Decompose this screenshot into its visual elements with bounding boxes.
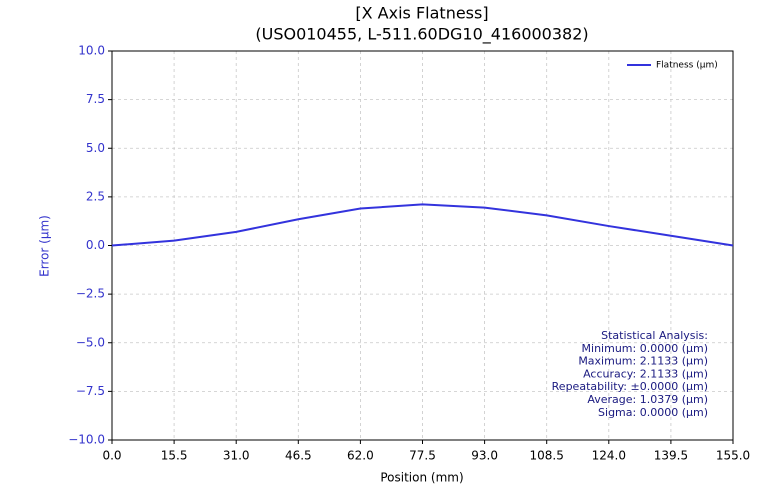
stats-line: Maximum: 2.1133 (µm) bbox=[578, 355, 708, 368]
x-tick-label: 46.5 bbox=[285, 449, 312, 463]
y-tick-label: −2.5 bbox=[76, 287, 105, 301]
chart-subtitle: (USO010455, L-511.60DG10_416000382) bbox=[255, 25, 588, 45]
legend-label: Flatness (µm) bbox=[656, 61, 718, 71]
chart-title: [X Axis Flatness] bbox=[355, 4, 488, 23]
y-tick-label: −5.0 bbox=[76, 335, 105, 349]
y-axis-label: Error (µm) bbox=[38, 215, 52, 277]
stats-line: Repeatability: ±0.0000 (µm) bbox=[552, 380, 708, 393]
x-tick-label: 15.5 bbox=[161, 449, 188, 463]
x-tick-label: 93.0 bbox=[471, 449, 498, 463]
x-tick-label: 62.0 bbox=[347, 449, 374, 463]
x-axis-label: Position (mm) bbox=[380, 471, 463, 485]
stats-line: Minimum: 0.0000 (µm) bbox=[582, 342, 708, 355]
x-tick-label: 108.5 bbox=[530, 449, 564, 463]
x-tick-label: 31.0 bbox=[223, 449, 250, 463]
y-tick-label: −7.5 bbox=[76, 384, 105, 398]
x-tick-label: 124.0 bbox=[592, 449, 626, 463]
y-tick-label: 7.5 bbox=[86, 92, 105, 106]
x-tick-label: 139.5 bbox=[654, 449, 688, 463]
x-tick-label: 0.0 bbox=[102, 449, 121, 463]
y-tick-label: 0.0 bbox=[86, 238, 105, 252]
y-tick-label: −10.0 bbox=[68, 433, 105, 447]
y-tick-label: 10.0 bbox=[78, 44, 105, 58]
stats-line: Statistical Analysis: bbox=[601, 329, 708, 342]
y-tick-label: 2.5 bbox=[86, 189, 105, 203]
stats-line: Accuracy: 2.1133 (µm) bbox=[583, 367, 708, 380]
stats-line: Sigma: 0.0000 (µm) bbox=[598, 406, 708, 419]
data-line bbox=[111, 203, 734, 247]
y-tick-label: 5.0 bbox=[86, 141, 105, 155]
stats-line: Average: 1.0379 (µm) bbox=[587, 393, 708, 406]
x-tick-label: 155.0 bbox=[716, 449, 750, 463]
x-tick-label: 77.5 bbox=[409, 449, 436, 463]
